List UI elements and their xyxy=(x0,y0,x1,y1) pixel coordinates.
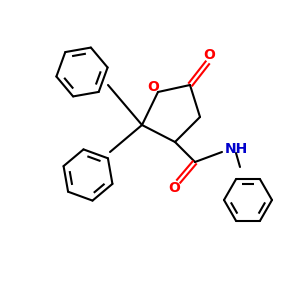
Text: O: O xyxy=(168,181,180,195)
Text: NH: NH xyxy=(225,142,248,156)
Text: O: O xyxy=(147,80,159,94)
Text: O: O xyxy=(203,48,215,62)
